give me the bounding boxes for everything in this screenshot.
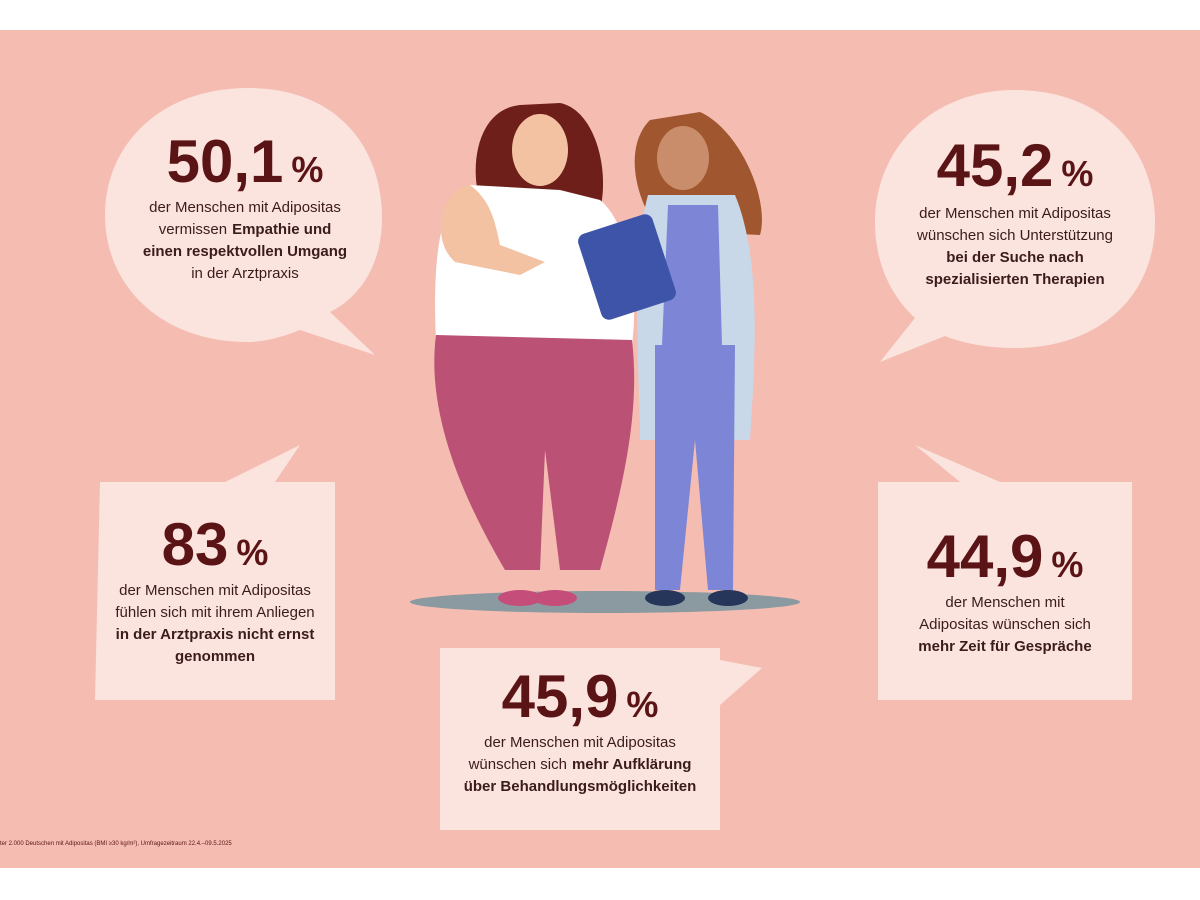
bold-text: in der Arztpraxis nicht ernst bbox=[116, 626, 315, 643]
shoe bbox=[708, 590, 748, 606]
stat-text: der Menschen mit Adipositas bbox=[149, 199, 341, 216]
stat-unit: % bbox=[291, 149, 323, 190]
text: der Menschen mit bbox=[945, 594, 1065, 611]
bubble: 50,1 % der Menschen mit Adipositas vermisse… bbox=[143, 128, 347, 282]
stat-unit: % bbox=[236, 532, 268, 573]
stat-text: in der Arztpraxis nicht ernst bbox=[116, 626, 315, 643]
stat-unit: % bbox=[1061, 153, 1093, 194]
shoe bbox=[645, 590, 685, 606]
stat-number: 45,9 bbox=[502, 663, 619, 730]
text: der Menschen mit Adipositas bbox=[919, 205, 1111, 222]
text: der Menschen mit Adipositas bbox=[149, 199, 341, 216]
stat-unit: % bbox=[1051, 544, 1083, 585]
text: wünschen sich bbox=[468, 756, 567, 773]
stat-text: Adipositas wünschen sich bbox=[919, 616, 1091, 633]
stat-text: spezialisierten Therapien bbox=[925, 271, 1104, 288]
bubble-shape bbox=[878, 445, 1132, 700]
stat-text: der Menschen mit Adipositas bbox=[484, 734, 676, 751]
stat-text: in der Arztpraxis bbox=[191, 265, 299, 282]
bold-text: genommen bbox=[175, 648, 255, 665]
stat-value: 45,9% bbox=[502, 663, 659, 730]
bold-text: spezialisierten Therapien bbox=[925, 271, 1104, 288]
bubble-shape bbox=[105, 88, 382, 355]
stat-text: mehr Zeit für Gespräche bbox=[918, 638, 1091, 655]
text: wünschen sich Unterstützung bbox=[916, 227, 1113, 244]
bubble-shape bbox=[440, 648, 762, 830]
stat-text: fühlen sich mit ihrem Anliegen bbox=[115, 604, 314, 621]
stat-text: über Behandlungsmöglichkeiten bbox=[464, 778, 697, 795]
stat-text: der Menschen mit Adipositas bbox=[919, 205, 1111, 222]
stat-text: wünschen sich Unterstützung bbox=[916, 227, 1113, 244]
clipboard bbox=[578, 214, 676, 320]
bubble-shape bbox=[95, 445, 335, 700]
arm bbox=[440, 185, 545, 275]
stat-number: 50,1 bbox=[167, 128, 284, 195]
bubbles bbox=[95, 88, 1155, 830]
stat-text: einen respektvollen Umgang bbox=[143, 243, 347, 260]
stat-value: 44,9% bbox=[927, 523, 1084, 590]
stat-unit: % bbox=[626, 684, 658, 725]
stat-value: 45,2% bbox=[937, 132, 1094, 199]
text: Adipositas wünschen sich bbox=[919, 616, 1091, 633]
stat-number: 45,2 bbox=[937, 132, 1054, 199]
bold-text: Empathie und bbox=[232, 221, 331, 238]
bubble: 83 % der Menschen mit Adipositas fühlen sic… bbox=[115, 511, 314, 665]
scrub-trousers bbox=[655, 345, 735, 590]
stat-text: genommen bbox=[175, 648, 255, 665]
bold-text: mehr Zeit für Gespräche bbox=[918, 638, 1091, 655]
scrubs bbox=[662, 205, 722, 345]
text: der Menschen mit Adipositas bbox=[484, 734, 676, 751]
stat-text: der Menschen mit bbox=[945, 594, 1065, 611]
stat-text: vermissen Empathie und bbox=[159, 221, 332, 238]
illustration bbox=[410, 103, 800, 613]
stat-number: 44,9 bbox=[927, 523, 1044, 590]
trousers bbox=[434, 335, 635, 570]
stat-text: wünschen sich mehr Aufklärung bbox=[468, 756, 692, 773]
text: vermissen bbox=[159, 221, 227, 238]
text: fühlen sich mit ihrem Anliegen bbox=[115, 604, 314, 621]
bubble: 44,9 % der Menschen mit Adipositas wünschen… bbox=[918, 523, 1091, 655]
bold-text: einen respektvollen Umgang bbox=[143, 243, 347, 260]
bold-text: mehr Aufklärung bbox=[572, 756, 691, 773]
shoe bbox=[498, 590, 542, 606]
stat-number: 83 bbox=[162, 511, 229, 578]
bubble-shape bbox=[875, 90, 1155, 362]
bubble: 45,9 % der Menschen mit Adipositas wünschen… bbox=[464, 663, 697, 795]
text: der Menschen mit Adipositas bbox=[119, 582, 311, 599]
stat-value: 83% bbox=[162, 511, 269, 578]
shoe bbox=[533, 590, 577, 606]
text: in der Arztpraxis bbox=[191, 265, 299, 282]
face bbox=[512, 114, 568, 186]
footnote: ter 2.000 Deutschen mit Adipositas (BMI … bbox=[0, 841, 232, 847]
bold-text: bei der Suche nach bbox=[946, 249, 1084, 266]
face bbox=[657, 126, 709, 190]
stat-text: der Menschen mit Adipositas bbox=[119, 582, 311, 599]
bold-text: über Behandlungsmöglichkeiten bbox=[464, 778, 697, 795]
stat-value: 50,1% bbox=[167, 128, 324, 195]
stat-text: bei der Suche nach bbox=[946, 249, 1084, 266]
bubble: 45,2 % der Menschen mit Adipositas wünschen… bbox=[916, 132, 1113, 288]
